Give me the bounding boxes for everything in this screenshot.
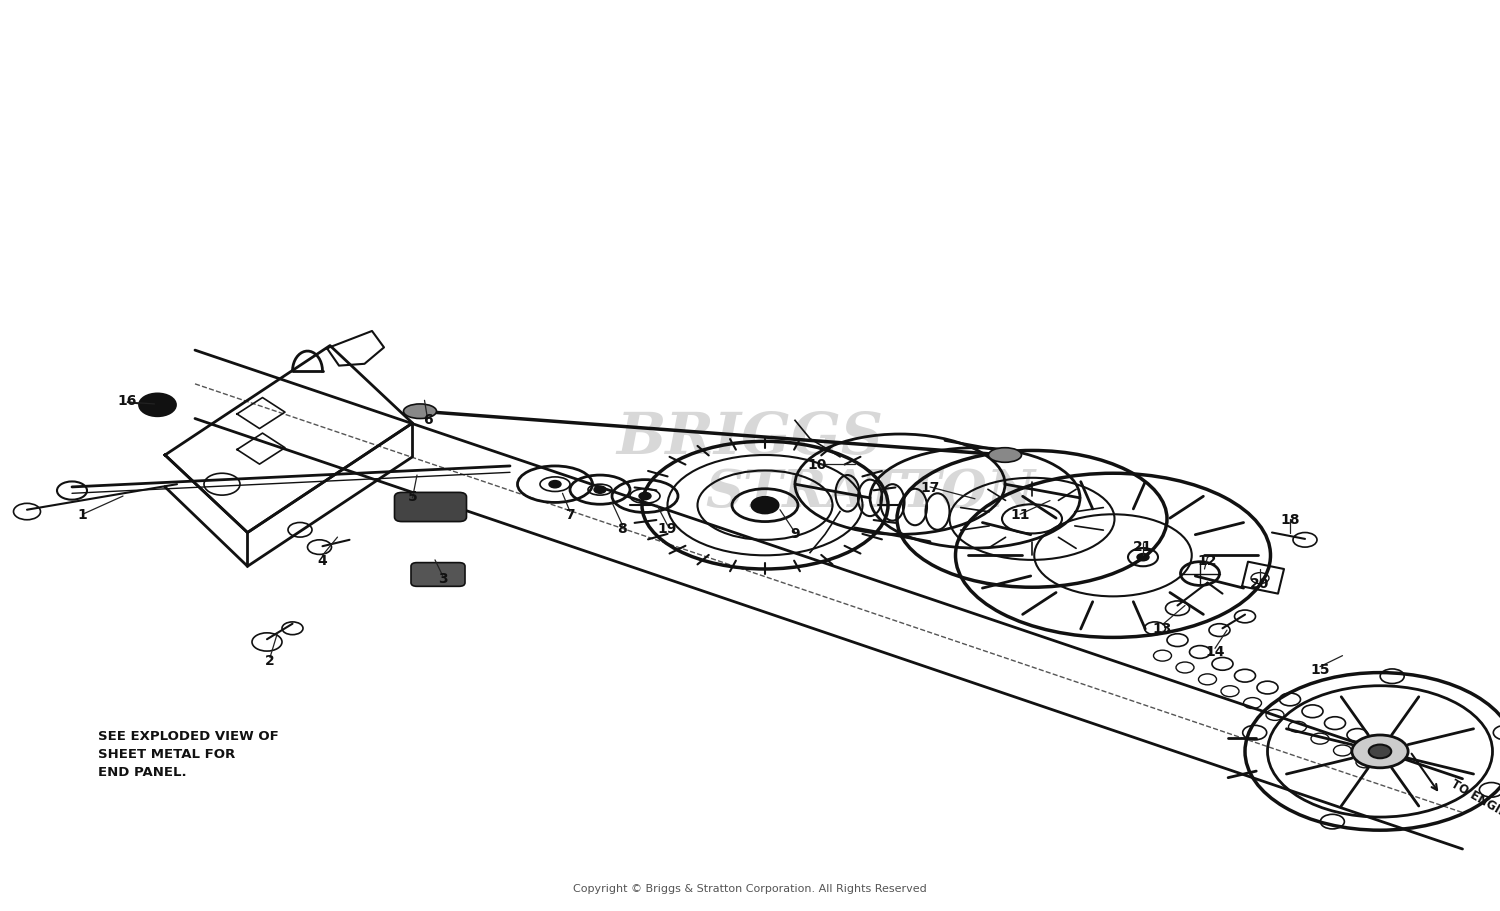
Text: 10: 10 (808, 457, 826, 472)
FancyBboxPatch shape (394, 493, 466, 522)
Text: 2: 2 (266, 653, 274, 668)
Text: 18: 18 (1280, 512, 1299, 527)
Text: 16: 16 (118, 394, 136, 408)
Circle shape (594, 486, 606, 494)
Text: 17: 17 (921, 480, 939, 495)
Text: 9: 9 (790, 526, 800, 540)
Text: 15: 15 (1311, 662, 1329, 677)
Text: 14: 14 (1206, 644, 1224, 659)
Ellipse shape (1352, 735, 1408, 768)
Circle shape (1137, 554, 1149, 561)
Text: 20: 20 (1251, 576, 1269, 590)
Ellipse shape (404, 404, 436, 419)
Text: 8: 8 (618, 521, 627, 536)
Text: 3: 3 (438, 571, 447, 586)
Text: 21: 21 (1134, 539, 1152, 554)
Text: 12: 12 (1197, 553, 1218, 568)
Circle shape (752, 497, 778, 514)
Text: 11: 11 (1011, 507, 1029, 522)
Text: 1: 1 (78, 507, 87, 522)
Text: SEE EXPLODED VIEW OF
SHEET METAL FOR
END PANEL.: SEE EXPLODED VIEW OF SHEET METAL FOR END… (98, 729, 279, 778)
Circle shape (1368, 745, 1392, 758)
FancyBboxPatch shape (411, 563, 465, 587)
Text: 6: 6 (423, 412, 432, 426)
Text: 5: 5 (408, 489, 417, 504)
Text: Copyright © Briggs & Stratton Corporation. All Rights Reserved: Copyright © Briggs & Stratton Corporatio… (573, 883, 927, 893)
Circle shape (639, 493, 651, 500)
Text: 4: 4 (318, 553, 327, 568)
Text: TO ENGINE: TO ENGINE (1449, 776, 1500, 824)
Text: STRATTON: STRATTON (705, 466, 1035, 517)
Text: 7: 7 (566, 507, 574, 522)
Text: BRIGGS: BRIGGS (616, 409, 884, 466)
Text: 13: 13 (1154, 621, 1172, 636)
Text: 19: 19 (658, 521, 676, 536)
Circle shape (140, 394, 176, 416)
Ellipse shape (988, 448, 1022, 463)
Circle shape (549, 481, 561, 488)
